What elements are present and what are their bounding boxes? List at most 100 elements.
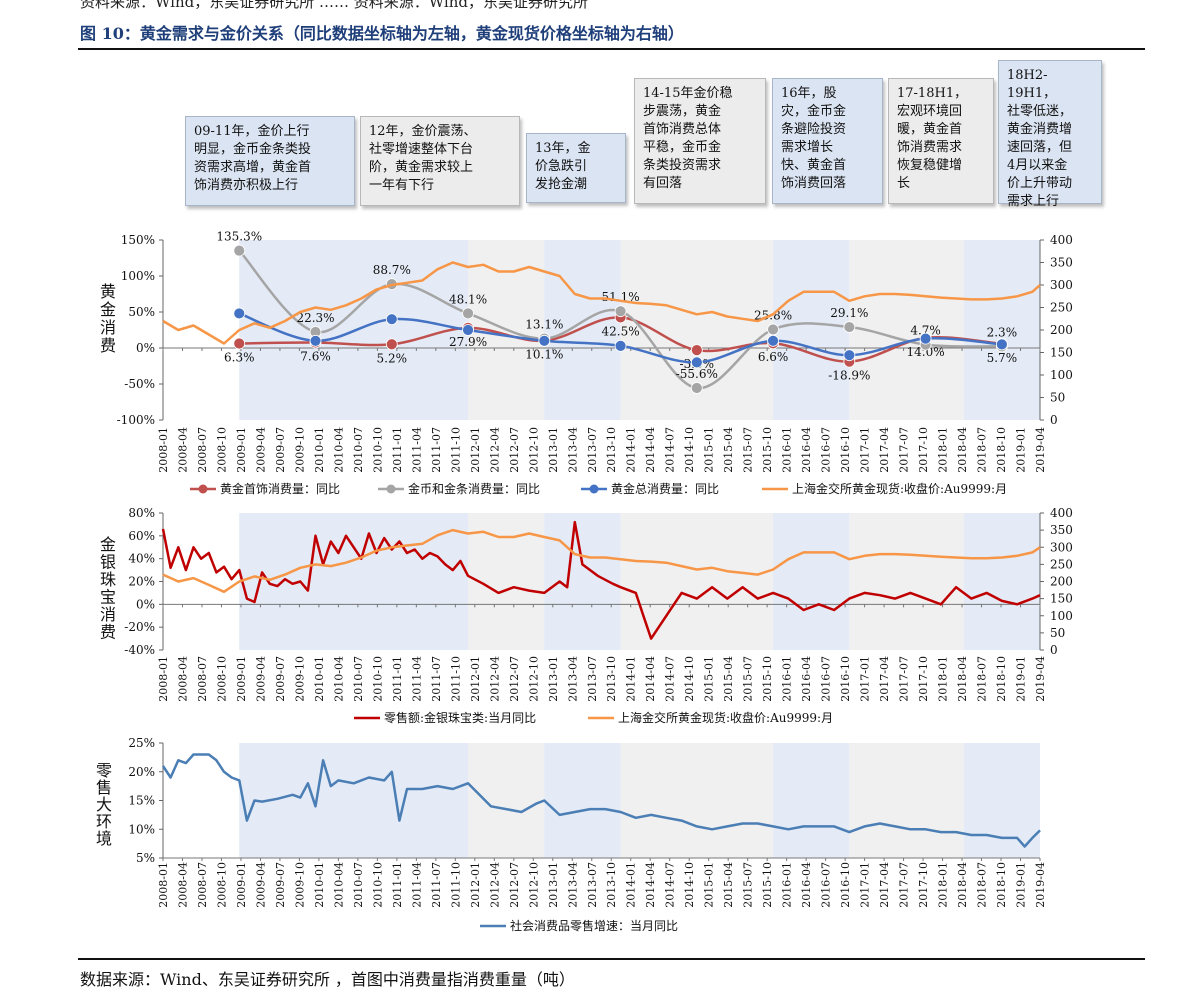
x-tick-label: 2019-04 <box>1034 862 1047 908</box>
x-tick-label: 2014-10 <box>683 427 696 473</box>
x-tick-label: 2008-07 <box>196 656 209 702</box>
right-tick-label: 250 <box>1050 557 1073 571</box>
x-tick-label: 2009-07 <box>274 656 287 702</box>
x-tick-label: 2018-10 <box>995 656 1008 702</box>
x-tick-label: 2008-01 <box>157 427 170 473</box>
data-label: 51.1% <box>602 290 640 304</box>
right-tick-label: 200 <box>1050 323 1073 337</box>
x-tick-label: 2016-04 <box>800 862 813 908</box>
x-tick-label: 2015-01 <box>703 427 716 473</box>
data-label: 29.1% <box>830 306 868 320</box>
y-axis-title-char: 境 <box>96 829 112 848</box>
x-tick-label: 2015-04 <box>722 862 735 908</box>
x-tick-label: 2009-10 <box>293 862 306 908</box>
right-tick-label: 300 <box>1050 540 1073 554</box>
chart-panel-1: -100% -50% 0% 50% 100% 150% 0 50 100 150 200 250 300… <box>100 230 1073 496</box>
right-tick-label: 350 <box>1050 523 1073 537</box>
series-line <box>161 753 1041 848</box>
period-band <box>544 743 621 858</box>
x-tick-label: 2012-01 <box>469 656 482 702</box>
x-tick-label: 2013-01 <box>547 427 560 473</box>
x-tick-label: 2012-04 <box>488 427 501 473</box>
x-tick-label: 2019-04 <box>1034 656 1047 702</box>
data-point <box>233 337 246 350</box>
x-tick-label: 2014-07 <box>664 862 677 908</box>
data-point <box>690 344 703 357</box>
x-tick-label: 2013-07 <box>586 656 599 702</box>
right-tick-label: 250 <box>1050 301 1073 315</box>
period-band <box>773 240 850 420</box>
data-label: 5.7% <box>987 351 1018 365</box>
data-label: 135.3% <box>216 230 262 244</box>
period-band <box>963 240 1040 420</box>
figure-title: 图 10：黄金需求与金价关系（同比数据坐标轴为左轴，黄金现货价格坐标轴为右轴） <box>80 24 684 43</box>
x-tick-label: 2011-10 <box>449 656 462 702</box>
y-axis-title-char: 宝 <box>100 588 116 607</box>
x-tick-label: 2011-10 <box>449 427 462 473</box>
legend-label: 上海金交所黄金现货:收盘价:Au9999:月 <box>792 481 1007 496</box>
data-label: 48.1% <box>449 292 487 306</box>
x-tick-label: 2017-04 <box>878 656 891 702</box>
x-tick-label: 2012-04 <box>488 862 501 908</box>
right-tick-label: 0 <box>1050 413 1058 427</box>
x-tick-label: 2016-07 <box>820 656 833 702</box>
y-axis-title-char: 消 <box>100 318 116 337</box>
x-tick-label: 2018-10 <box>995 427 1008 473</box>
data-label: 22.3% <box>296 311 334 325</box>
left-tick-label: -50% <box>124 377 155 391</box>
data-point <box>309 334 322 347</box>
x-tick-label: 2018-01 <box>937 656 950 702</box>
left-tick-label: 50% <box>128 305 155 319</box>
x-tick-label: 2012-07 <box>508 862 521 908</box>
data-point <box>614 305 627 318</box>
x-tick-label: 2009-10 <box>293 427 306 473</box>
data-point <box>843 349 856 362</box>
x-tick-label: 2015-04 <box>722 656 735 702</box>
x-tick-label: 2009-01 <box>235 656 248 702</box>
x-tick-label: 2012-01 <box>469 862 482 908</box>
x-tick-label: 2017-01 <box>859 427 872 473</box>
x-tick-label: 2011-07 <box>430 427 443 473</box>
callout-2016: 16年，股 灾，金币金 条避险投资 需求增长 快、黄金首 饰消费回落 <box>772 78 883 204</box>
x-tick-label: 2019-01 <box>1015 427 1028 473</box>
x-tick-label: 2012-01 <box>469 427 482 473</box>
x-tick-label: 2018-04 <box>956 656 969 702</box>
legend-label: 金币和金条消费量：同比 <box>408 481 540 496</box>
y-axis-title-char: 零 <box>96 761 112 780</box>
x-tick-label: 2013-07 <box>586 427 599 473</box>
x-tick-label: 2017-04 <box>878 427 891 473</box>
top-rule <box>78 48 1145 50</box>
x-tick-label: 2018-01 <box>937 427 950 473</box>
x-tick-label: 2015-04 <box>722 427 735 473</box>
x-tick-label: 2008-07 <box>196 427 209 473</box>
x-tick-label: 2012-07 <box>508 427 521 473</box>
callout-2018-2019: 18H2-19H1， 社零低迷， 黄金消费增 速回落，但 4月以来金 价上升带动… <box>998 60 1102 209</box>
x-tick-label: 2009-10 <box>293 656 306 702</box>
series-line <box>162 261 1041 345</box>
right-tick-label: 50 <box>1050 626 1065 640</box>
x-tick-label: 2009-04 <box>254 656 267 702</box>
right-tick-label: 350 <box>1050 256 1073 270</box>
y-axis-title-char: 金 <box>100 535 116 554</box>
data-point <box>462 307 474 320</box>
left-tick-label: 15% <box>128 794 155 808</box>
callout-2013: 13年，金 价急跌引 发抢金潮 <box>526 133 626 203</box>
cut-off-heading: 资料来源：Wind，东吴证券研究所 …… 资料来源：Wind，东吴证券研究所 <box>80 0 588 11</box>
x-tick-label: 2014-04 <box>644 427 657 473</box>
left-tick-label: 5% <box>136 851 155 865</box>
data-label: 13.1% <box>525 318 563 332</box>
data-label: -55.6% <box>676 367 718 381</box>
legend-label: 黄金首饰消费量：同比 <box>220 481 340 496</box>
x-tick-label: 2018-04 <box>956 862 969 908</box>
left-tick-label: 150% <box>121 233 155 247</box>
legend-label: 黄金总消费量：同比 <box>611 481 719 496</box>
x-tick-label: 2015-10 <box>761 862 774 908</box>
period-band <box>620 743 774 858</box>
x-tick-label: 2010-01 <box>313 656 326 702</box>
x-tick-label: 2014-01 <box>625 656 638 702</box>
x-tick-label: 2010-10 <box>371 862 384 908</box>
source-note: 数据来源：Wind、东吴证券研究所 ，首图中消费量指消费重量（吨） <box>80 970 575 989</box>
data-point <box>919 332 932 345</box>
x-tick-label: 2015-10 <box>761 427 774 473</box>
x-tick-label: 2011-04 <box>410 656 423 702</box>
